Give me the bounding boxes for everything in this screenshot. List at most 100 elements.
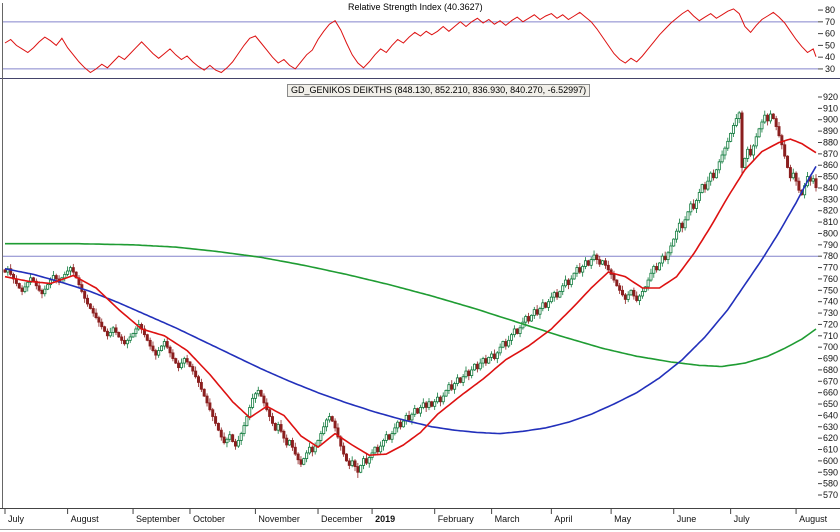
candle-body <box>777 126 781 137</box>
candle-body <box>538 308 542 315</box>
candle-body <box>71 267 75 273</box>
candle-body <box>26 281 30 288</box>
candle-body <box>188 361 192 367</box>
candle-body <box>697 192 701 201</box>
candle-body <box>740 112 744 168</box>
candle-body <box>191 366 195 372</box>
candle-body <box>638 295 642 301</box>
x-axis-month-label: November <box>258 514 300 524</box>
candle-body <box>276 424 280 431</box>
candle-body <box>791 172 795 179</box>
rsi-axis-label: 30 <box>825 64 835 74</box>
candle-body <box>481 358 485 364</box>
rsi-axis-label: 40 <box>825 52 835 62</box>
candle-body <box>677 222 681 232</box>
x-axis-month-label: March <box>495 514 520 524</box>
x-axis-month-label: August <box>799 514 828 524</box>
x-axis-month-label: June <box>677 514 697 524</box>
candle-body <box>814 178 818 189</box>
candle-body <box>108 331 112 337</box>
candle-body <box>151 345 155 351</box>
candle-body <box>197 376 201 383</box>
price-axis-label: 580 <box>823 479 838 489</box>
candle-body <box>783 144 787 157</box>
candle-body <box>228 434 232 440</box>
candle-body <box>31 277 35 282</box>
candle-body <box>279 424 283 432</box>
candle-body <box>396 421 400 429</box>
candle-body <box>9 268 13 275</box>
candle-body <box>626 294 630 300</box>
candle-body <box>620 289 624 296</box>
candle-body <box>558 291 562 298</box>
candle-body <box>302 458 306 465</box>
candle-body <box>498 346 502 354</box>
candle-body <box>157 350 161 356</box>
candle-body <box>364 458 368 464</box>
candle-body <box>584 260 588 267</box>
candle-body <box>720 154 724 163</box>
candle-body <box>743 158 747 168</box>
candle-body <box>589 259 593 266</box>
rsi-line[interactable] <box>4 8 817 74</box>
candle-body <box>54 275 58 280</box>
candle-body <box>757 128 761 138</box>
candle-body <box>179 362 183 369</box>
candle-body <box>171 352 175 359</box>
candle-body <box>310 446 314 453</box>
candle-body <box>325 419 329 428</box>
price-axis-label: 570 <box>823 490 838 500</box>
x-axis-month-label: October <box>193 514 225 524</box>
candle-body <box>646 279 650 288</box>
price-axis-label: 840 <box>823 183 838 193</box>
x-axis-month-label: April <box>554 514 572 524</box>
candle-body <box>216 422 220 431</box>
candle-body <box>731 125 735 134</box>
price-axis-label: 860 <box>823 160 838 170</box>
price-axis-label: 830 <box>823 194 838 204</box>
candle-body <box>251 397 255 408</box>
ma-line-short-red[interactable] <box>4 138 817 457</box>
candle-body <box>262 395 266 404</box>
candle-body <box>501 341 505 348</box>
candle-body <box>552 292 556 298</box>
price-axis-label: 710 <box>823 331 838 341</box>
price-series-title[interactable]: GD_GENIKOS DEIKTHS (848.130, 852.210, 83… <box>287 84 591 97</box>
candle-body <box>632 289 636 297</box>
x-axis-month-label: May <box>614 514 632 524</box>
price-axis-label: 740 <box>823 297 838 307</box>
candle-body <box>211 409 215 417</box>
candle-body <box>595 254 599 261</box>
candle-body <box>512 328 516 336</box>
candle-body <box>131 333 135 338</box>
price-axis-label: 820 <box>823 206 838 216</box>
price-axis-label: 590 <box>823 467 838 477</box>
candle-body <box>350 460 354 466</box>
candle-body <box>316 440 320 447</box>
price-axis-label: 790 <box>823 240 838 250</box>
candle-body <box>766 114 770 122</box>
price-axis-label: 780 <box>823 251 838 261</box>
candle-body <box>245 416 249 427</box>
candle-body <box>535 309 539 315</box>
rsi-indicator-title[interactable]: Relative Strength Index (40.3627) <box>348 2 483 12</box>
candle-body <box>666 252 670 261</box>
candle-body <box>154 350 158 356</box>
ma-line-mid-blue[interactable] <box>4 166 817 435</box>
candle-body <box>572 272 576 280</box>
candle-body <box>17 283 21 289</box>
ma-line-long-green[interactable] <box>5 242 817 368</box>
rsi-axis-label: 60 <box>825 29 835 39</box>
candle-body <box>450 384 454 390</box>
candle-body <box>675 230 679 240</box>
candle-body <box>293 446 297 455</box>
candle-body <box>615 279 619 287</box>
candle-body <box>444 389 448 397</box>
candle-body <box>734 118 738 126</box>
candle-body <box>393 427 397 434</box>
candle-body <box>248 407 252 417</box>
candle-body <box>771 113 775 120</box>
candle-body <box>657 262 661 271</box>
candle-body <box>706 180 710 190</box>
x-axis-month-label: August <box>71 514 100 524</box>
